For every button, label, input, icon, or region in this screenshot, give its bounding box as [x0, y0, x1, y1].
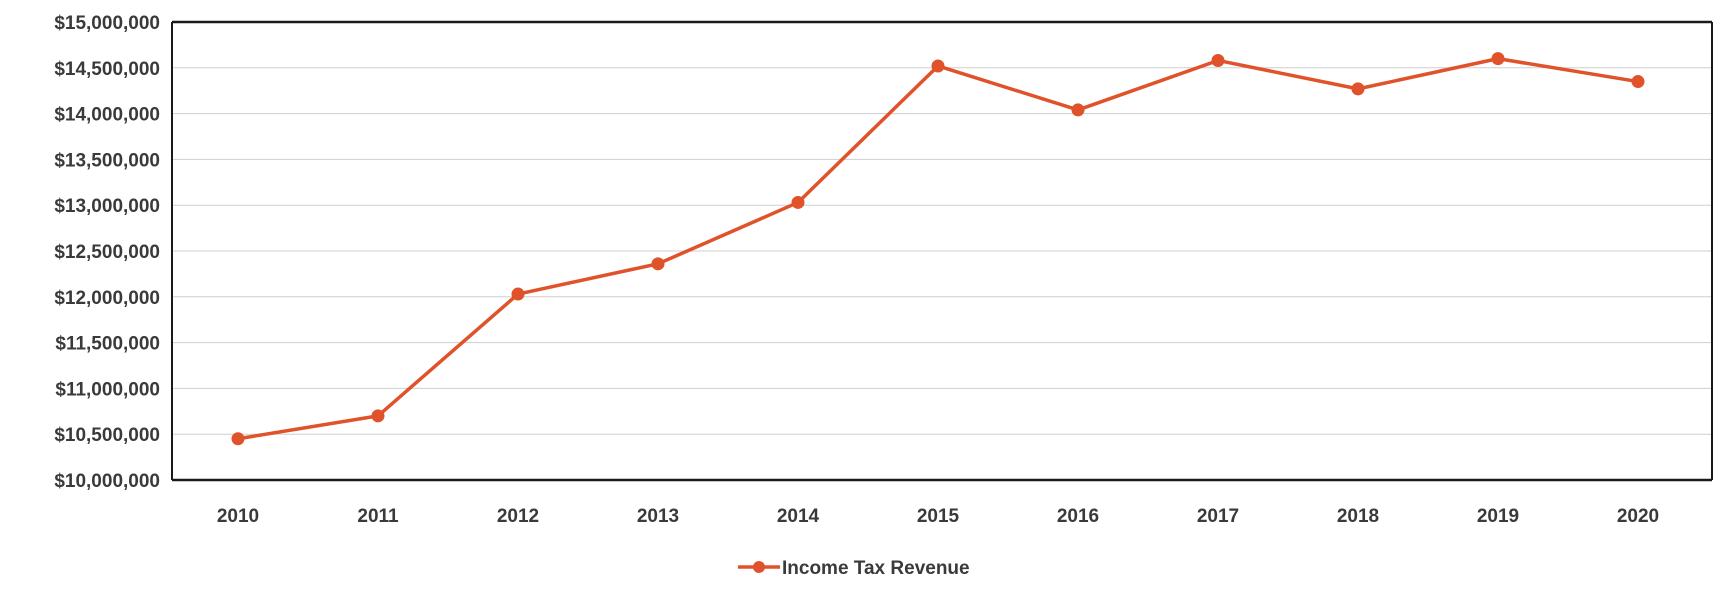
gridlines: [172, 67, 1712, 435]
y-tick-label: $15,000,000: [54, 13, 160, 34]
x-tick-label: 2010: [217, 506, 259, 527]
data-point: [371, 409, 385, 423]
data-point: [651, 257, 665, 271]
x-axis-ticks: 2010 2011 2012 2013 2014 2015 2016 2017 2018 2019…: [217, 506, 1659, 527]
legend-swatch-marker: [753, 561, 765, 573]
y-tick-label: $14,500,000: [54, 59, 160, 80]
y-axis-ticks: $10,000,000 $10,500,000 $11,000,000 $11,500…: [54, 13, 160, 492]
data-point: [1071, 103, 1085, 117]
x-tick-label: 2018: [1337, 506, 1379, 527]
legend-label: Income Tax Revenue: [782, 558, 970, 579]
data-point: [511, 287, 525, 301]
y-tick-label: $14,000,000: [54, 105, 160, 126]
x-tick-label: 2014: [777, 506, 820, 527]
x-tick-label: 2015: [917, 506, 960, 527]
x-tick-label: 2016: [1057, 506, 1099, 527]
x-tick-label: 2017: [1197, 506, 1239, 527]
y-tick-label: $12,000,000: [54, 288, 160, 309]
data-point: [1351, 82, 1365, 96]
series: [231, 52, 1645, 446]
y-tick-label: $13,000,000: [54, 196, 160, 217]
data-point: [1491, 52, 1505, 66]
data-point: [791, 195, 805, 209]
y-tick-label: $11,500,000: [55, 334, 160, 355]
data-point: [1631, 75, 1645, 89]
y-tick-label: $13,500,000: [54, 150, 160, 171]
axes: [171, 20, 1713, 482]
data-point: [931, 59, 945, 73]
x-tick-label: 2011: [357, 506, 399, 527]
legend: Income Tax Revenue: [738, 558, 970, 579]
data-point: [231, 432, 245, 446]
y-tick-label: $10,000,000: [54, 471, 160, 492]
y-tick-label: $11,000,000: [55, 379, 160, 400]
data-point: [1211, 53, 1225, 67]
y-tick-label: $12,500,000: [54, 242, 160, 263]
x-tick-label: 2013: [637, 506, 679, 527]
series-line: [237, 56, 1639, 441]
y-tick-label: $10,500,000: [54, 425, 160, 446]
x-tick-label: 2019: [1477, 506, 1519, 527]
x-tick-label: 2012: [497, 506, 539, 527]
x-tick-label: 2020: [1617, 506, 1659, 527]
